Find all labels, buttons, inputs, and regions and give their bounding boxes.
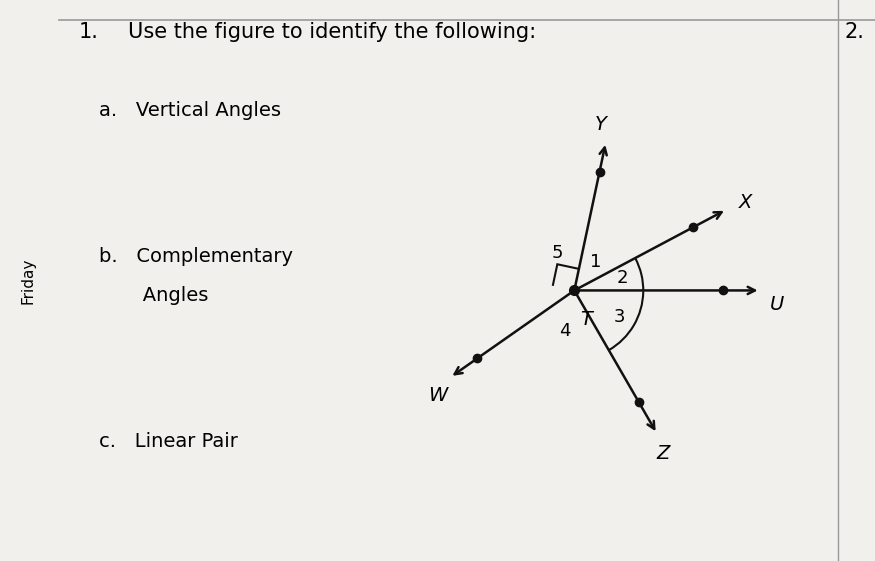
Text: a.   Vertical Angles: a. Vertical Angles <box>100 101 282 120</box>
Text: 2.: 2. <box>844 22 864 43</box>
Text: $\mathit{X}$: $\mathit{X}$ <box>738 193 754 212</box>
Text: 1.: 1. <box>79 22 99 43</box>
Text: c.   Linear Pair: c. Linear Pair <box>100 432 238 451</box>
Text: Friday: Friday <box>20 257 35 304</box>
Text: Use the figure to identify the following:: Use the figure to identify the following… <box>128 22 536 43</box>
Text: $\mathit{T}$: $\mathit{T}$ <box>580 310 595 329</box>
Text: 1: 1 <box>591 253 602 271</box>
Text: Angles: Angles <box>100 286 209 305</box>
Text: $\mathit{U}$: $\mathit{U}$ <box>769 295 785 314</box>
Text: 3: 3 <box>614 307 626 325</box>
Text: b.   Complementary: b. Complementary <box>100 247 293 266</box>
Text: 5: 5 <box>551 244 563 262</box>
Text: $\mathit{W}$: $\mathit{W}$ <box>428 386 450 405</box>
Text: 2: 2 <box>617 269 628 287</box>
Text: $\mathit{Y}$: $\mathit{Y}$ <box>594 114 609 134</box>
Text: $\mathit{Z}$: $\mathit{Z}$ <box>656 444 672 462</box>
Text: 4: 4 <box>559 322 570 340</box>
